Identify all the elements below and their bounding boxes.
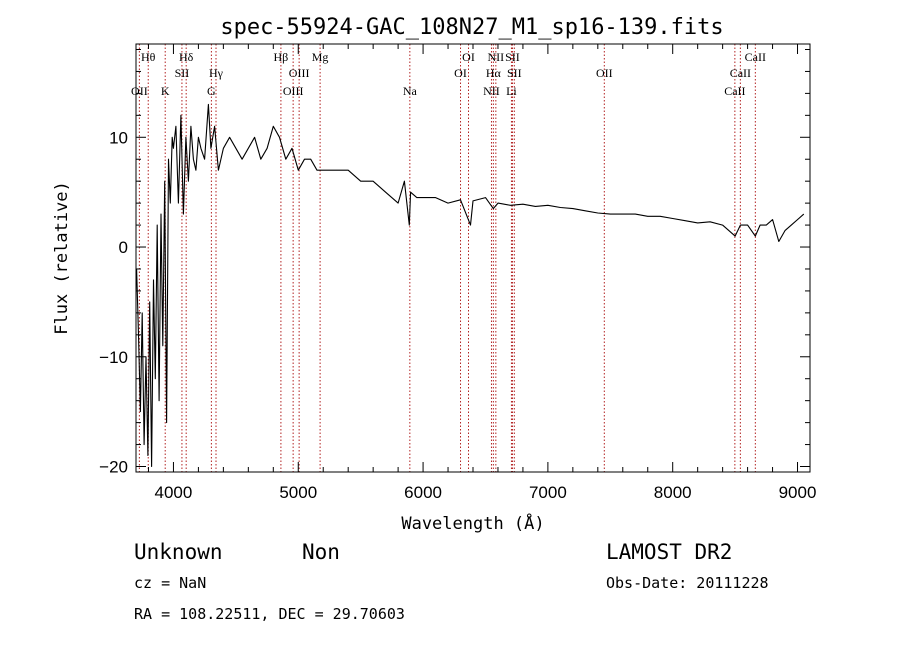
axis-ticks: 4000 5000 6000 7000 8000 9000 −20 −10 0 10: [99, 44, 816, 502]
spectral-line-label: OI: [462, 50, 475, 64]
spectral-line-label: OII: [596, 66, 613, 80]
spectral-line-labels: OIIHθKSIIHδGHγHβOIIIOIIIMgNaOIOINIIHαNII…: [131, 50, 766, 98]
spectral-line-label: NII: [483, 84, 500, 98]
observation-date: Obs-Date: 20111228: [606, 574, 769, 592]
spectral-line-label: G: [207, 84, 216, 98]
spectral-line-label: SII: [175, 66, 190, 80]
spectrum-series-line: [136, 103, 805, 468]
redshift-cz: cz = NaN: [134, 574, 206, 592]
spectral-line-label: Hα: [486, 66, 502, 80]
y-tick-label: 10: [109, 128, 128, 147]
y-tick-label: −10: [99, 348, 128, 367]
spectral-line-label: OII: [131, 84, 148, 98]
ra-dec-coordinates: RA = 108.22511, DEC = 29.70603: [134, 605, 405, 623]
spectral-line-label: K: [161, 84, 170, 98]
x-tick-label: 4000: [155, 483, 193, 502]
object-class: Unknown: [134, 540, 223, 564]
plot-frame: [135, 43, 811, 473]
spectral-line-label: Mg: [312, 50, 329, 64]
spectral-line-label: OIII: [289, 66, 310, 80]
x-tick-label: 5000: [279, 483, 317, 502]
y-axis-label: Flux (relative): [52, 181, 72, 335]
spectral-line-label: CaII: [724, 84, 745, 98]
spectral-line-label: Hθ: [141, 50, 156, 64]
spectral-line-markers: [138, 44, 756, 472]
spectral-line-label: Hδ: [179, 50, 194, 64]
x-tick-label: 8000: [654, 483, 692, 502]
x-tick-label: 6000: [404, 483, 442, 502]
spectral-line-label: CaII: [745, 50, 766, 64]
y-tick-label: −20: [99, 458, 128, 477]
x-tick-label: 9000: [779, 483, 817, 502]
x-axis-label: Wavelength (Å): [401, 512, 544, 534]
x-tick-label: 7000: [529, 483, 567, 502]
chart-title: spec-55924-GAC_108N27_M1_sp16-139.fits: [220, 15, 723, 40]
spectral-line-label: Na: [403, 84, 418, 98]
spectral-line-label: NII: [488, 50, 505, 64]
survey-name: LAMOST DR2: [606, 540, 732, 564]
series-layer: [136, 103, 805, 468]
spectral-line-label: CaII: [730, 66, 751, 80]
y-tick-label: 0: [119, 238, 128, 257]
spectral-line-label: SII: [505, 50, 520, 64]
spectral-line-label: Hβ: [274, 50, 289, 64]
object-subclass: Non: [302, 540, 340, 564]
spectral-line-label: OIII: [283, 84, 304, 98]
spectral-line-label: Hγ: [209, 66, 224, 80]
spectral-line-label: SII: [507, 66, 522, 80]
spectral-line-label: OI: [454, 66, 467, 80]
spectral-line-label: Li: [506, 84, 517, 98]
